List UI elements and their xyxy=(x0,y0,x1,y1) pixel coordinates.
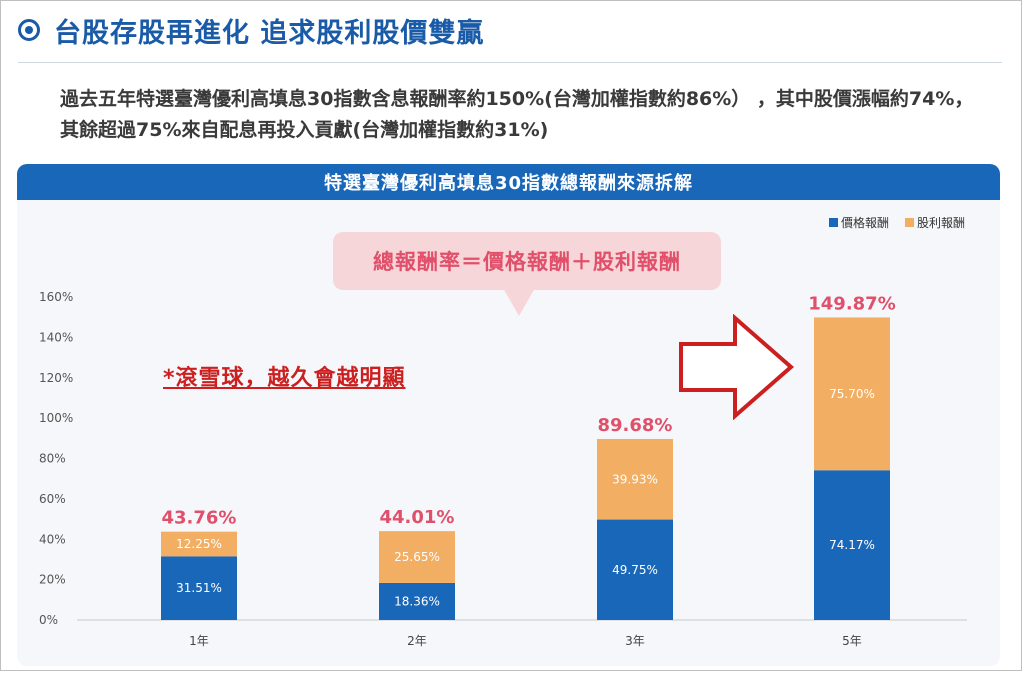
bar-segment xyxy=(814,317,890,471)
y-tick-label: 20% xyxy=(39,573,66,587)
bar-segment xyxy=(379,531,455,583)
bullseye-icon xyxy=(18,19,40,41)
chart-card: 特選臺灣優利高填息30指數總報酬來源拆解 0% 20% 40% 60% 80% 100% 1… xyxy=(17,164,1000,666)
legend-swatch xyxy=(829,218,838,227)
chart-title-banner: 特選臺灣優利高填息30指數總報酬來源拆解 xyxy=(17,164,1000,200)
total-value-label: 43.76% xyxy=(162,508,237,529)
segment-value-label: 18.36% xyxy=(394,594,440,608)
bar-segment xyxy=(161,531,237,557)
x-category-label: 3年 xyxy=(625,634,645,648)
right-arrow-outline-icon xyxy=(679,314,795,420)
total-value-label: 149.87% xyxy=(808,293,896,314)
y-tick-label: 120% xyxy=(39,371,73,385)
x-category-label: 2年 xyxy=(407,634,427,648)
total-value-label: 44.01% xyxy=(380,507,455,528)
x-category-label: 1年 xyxy=(189,634,209,648)
formula-callout: 總報酬率＝價格報酬＋股利報酬 xyxy=(333,232,721,290)
stacked-bar-chart: 0% 20% 40% 60% 80% 100% 120% 140% 160% 31.51% 12.2… xyxy=(39,215,967,648)
legend-label: 價格報酬 xyxy=(841,215,889,230)
segment-value-label: 49.75% xyxy=(612,563,658,577)
header: 台股存股再進化 追求股利股價雙贏 xyxy=(18,8,484,52)
bar-segment xyxy=(814,470,890,620)
snowball-note: *滾雪球，越久會越明顯 xyxy=(163,366,406,391)
y-tick-label: 60% xyxy=(39,492,66,506)
y-tick-label: 160% xyxy=(39,290,73,304)
segment-value-label: 25.65% xyxy=(394,550,440,564)
x-category-label: 5年 xyxy=(842,634,862,648)
y-tick-label: 100% xyxy=(39,411,73,425)
segment-value-label: 31.51% xyxy=(176,581,222,595)
total-value-label: 89.68% xyxy=(598,415,673,436)
y-tick-label: 0% xyxy=(39,613,58,627)
segment-value-label: 39.93% xyxy=(612,472,658,486)
intro-paragraph: 過去五年特選臺灣優利高填息30指數含息報酬率約150%(台灣加權指數約86%） … xyxy=(60,88,974,141)
page-title: 台股存股再進化 追求股利股價雙贏 xyxy=(54,17,485,49)
y-tick-label: 40% xyxy=(39,532,66,546)
callout-pointer xyxy=(503,288,535,316)
y-tick-label: 80% xyxy=(39,452,66,466)
bar-segment xyxy=(161,556,237,620)
segment-value-label: 74.17% xyxy=(829,538,875,552)
bar-segment xyxy=(597,519,673,620)
segment-value-label: 12.25% xyxy=(176,537,222,551)
y-tick-label: 140% xyxy=(39,330,73,344)
bar-segment xyxy=(379,582,455,620)
header-divider xyxy=(18,62,1002,63)
bar-segment xyxy=(597,438,673,520)
segment-value-label: 75.70% xyxy=(829,387,875,401)
legend-label: 股利報酬 xyxy=(917,216,965,230)
legend-swatch xyxy=(905,218,914,227)
